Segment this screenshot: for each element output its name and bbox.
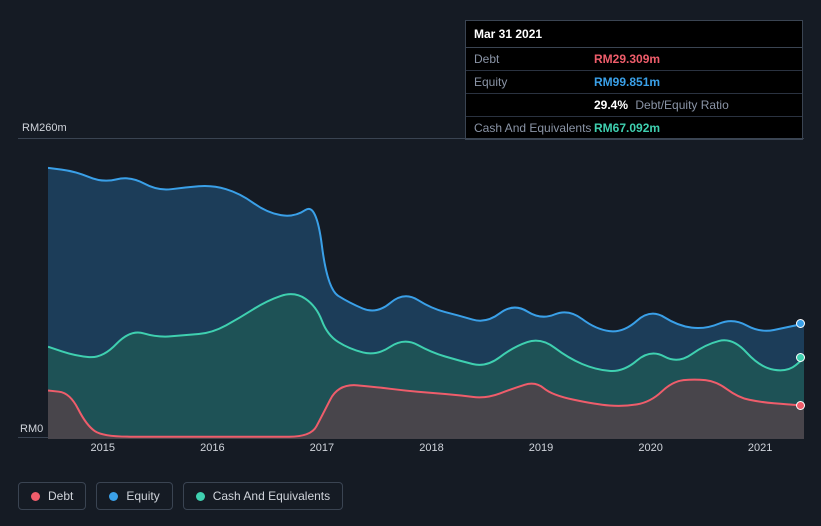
- legend-swatch-icon: [196, 492, 205, 501]
- series-end-marker: [796, 319, 805, 328]
- tooltip-row-label: Equity: [474, 75, 594, 89]
- tooltip-row-value: RM99.851m: [594, 75, 660, 89]
- tooltip-row-label: Debt: [474, 52, 594, 66]
- x-axis-tick: 2020: [638, 442, 662, 454]
- legend-item[interactable]: Debt: [18, 482, 86, 510]
- x-axis-tick: 2019: [529, 442, 553, 454]
- legend-label: Debt: [48, 489, 73, 503]
- legend-swatch-icon: [109, 492, 118, 501]
- x-axis-tick: 2017: [310, 442, 334, 454]
- tooltip-row-label: [474, 98, 594, 112]
- tooltip-row-value: RM29.309m: [594, 52, 660, 66]
- chart-plot-area[interactable]: RM0: [18, 138, 804, 438]
- legend-label: Equity: [126, 489, 159, 503]
- tooltip-ratio-label: Debt/Equity Ratio: [632, 98, 729, 112]
- tooltip-date: Mar 31 2021: [466, 21, 802, 48]
- y-axis-min-label: RM0: [20, 423, 43, 435]
- legend-item[interactable]: Equity: [96, 482, 172, 510]
- y-axis-max-label: RM260m: [22, 122, 804, 134]
- x-axis-tick: 2021: [748, 442, 772, 454]
- tooltip-row: DebtRM29.309m: [466, 48, 802, 71]
- x-axis-tick: 2018: [419, 442, 443, 454]
- tooltip-row: EquityRM99.851m: [466, 71, 802, 94]
- x-axis-tick: 2016: [200, 442, 224, 454]
- legend-swatch-icon: [31, 492, 40, 501]
- tooltip-row: 29.4% Debt/Equity Ratio: [466, 94, 802, 117]
- legend-label: Cash And Equivalents: [213, 489, 330, 503]
- chart-legend: Debt Equity Cash And Equivalents: [18, 482, 343, 510]
- chart-container: RM260m RM0 2015 2016 2017 2018 2019 2020 2021: [18, 122, 804, 456]
- tooltip-row-value: 29.4% Debt/Equity Ratio: [594, 98, 729, 112]
- x-axis-tick: 2015: [91, 442, 115, 454]
- series-end-marker: [796, 401, 805, 410]
- x-axis: 2015 2016 2017 2018 2019 2020 2021: [48, 438, 804, 456]
- legend-item[interactable]: Cash And Equivalents: [183, 482, 343, 510]
